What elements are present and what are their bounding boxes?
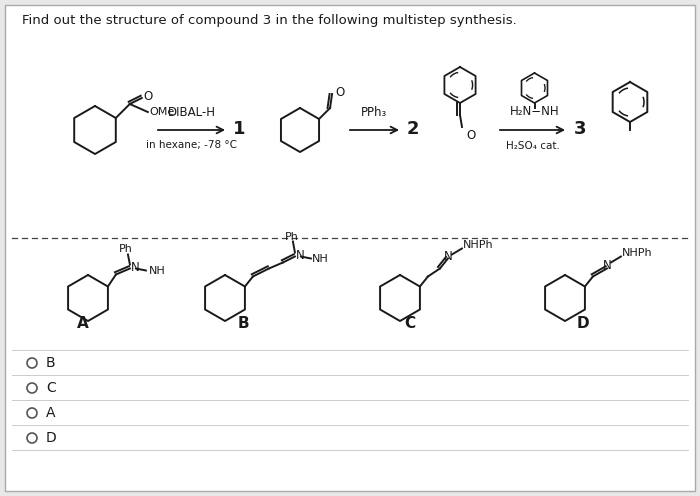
Text: B: B: [237, 316, 248, 331]
Text: NH: NH: [149, 265, 166, 275]
Text: N: N: [296, 249, 304, 262]
Text: B: B: [46, 356, 55, 370]
Text: DIBAL-H: DIBAL-H: [167, 106, 216, 119]
Text: OMe: OMe: [150, 107, 175, 117]
Text: NHPh: NHPh: [463, 241, 494, 250]
Text: in hexane; -78 °C: in hexane; -78 °C: [146, 140, 237, 150]
Text: 3: 3: [574, 120, 587, 138]
Text: O: O: [144, 89, 153, 103]
Text: NHPh: NHPh: [622, 248, 652, 258]
Text: PPh₃: PPh₃: [361, 106, 388, 119]
Text: Find out the structure of compound 3 in the following multistep synthesis.: Find out the structure of compound 3 in …: [22, 14, 517, 27]
Text: D: D: [46, 431, 57, 445]
Text: C: C: [405, 316, 416, 331]
Text: O: O: [466, 129, 475, 142]
Text: H₂SO₄ cat.: H₂SO₄ cat.: [505, 141, 559, 151]
Text: C: C: [46, 381, 56, 395]
Text: NH: NH: [312, 253, 329, 263]
Text: A: A: [46, 406, 55, 420]
Text: Ph: Ph: [119, 244, 133, 253]
Text: 1: 1: [233, 120, 246, 138]
Text: O: O: [335, 86, 344, 100]
Text: N: N: [603, 259, 611, 272]
Text: Ph: Ph: [285, 232, 299, 242]
Text: H₂N−NH: H₂N−NH: [510, 105, 559, 118]
FancyBboxPatch shape: [5, 5, 695, 491]
Text: 2: 2: [407, 120, 419, 138]
Text: D: D: [577, 316, 589, 331]
Text: A: A: [77, 316, 89, 331]
Text: N: N: [444, 250, 452, 263]
Text: N: N: [131, 261, 140, 274]
